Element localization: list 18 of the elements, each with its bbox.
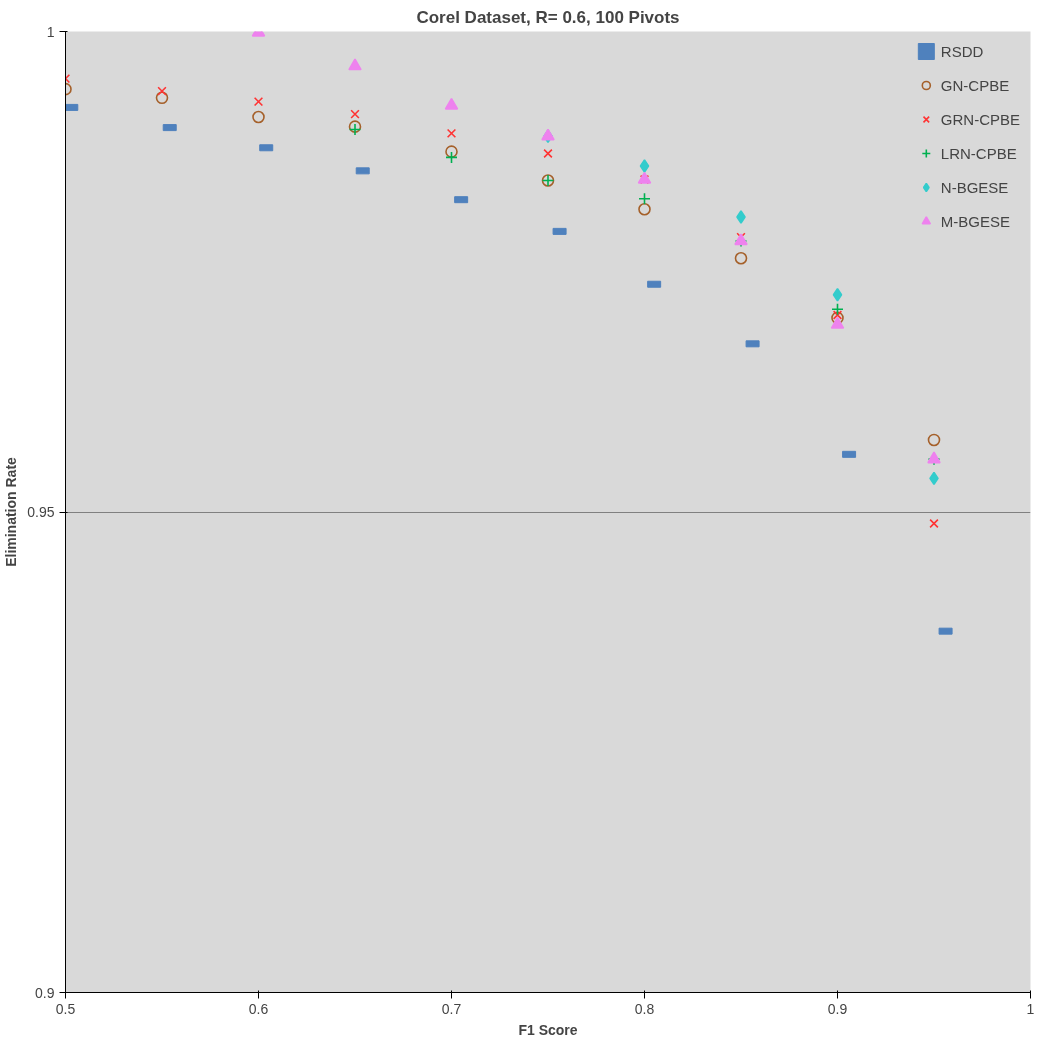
legend-label: N-BGESE [940, 178, 1009, 196]
x-tick-label: 0.8 [634, 1000, 655, 1017]
x-axis-title: F1 Score [518, 1021, 578, 1038]
legend-label: M-BGESE [940, 212, 1010, 230]
x-tick-label: 0.5 [55, 1000, 76, 1017]
legend-label: RSDD [940, 42, 984, 60]
legend-label: LRN-CPBE [940, 144, 1017, 162]
x-tick-label: 0.7 [441, 1000, 462, 1017]
legend-label: GN-CPBE [940, 76, 1010, 94]
y-tick-label: 0.9 [35, 984, 55, 1001]
y-axis-title: Elimination Rate [3, 456, 20, 567]
legend-label: GRN-CPBE [940, 110, 1020, 128]
y-tick-label: 0.95 [27, 504, 55, 520]
x-tick-label: 1 [1026, 1000, 1035, 1017]
chart-title: Corel Dataset, R= 0.6, 100 Pivots [416, 7, 680, 27]
x-tick-label: 0.9 [827, 1000, 848, 1017]
x-tick-label: 0.6 [248, 1000, 269, 1017]
y-tick-label: 1 [46, 23, 55, 40]
